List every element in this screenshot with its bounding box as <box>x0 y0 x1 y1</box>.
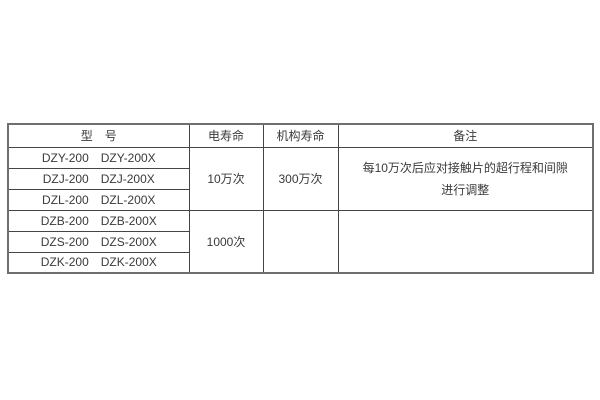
header-electrical-life: 电寿命 <box>188 123 264 148</box>
remarks-line-2: 进行调整 <box>441 182 490 197</box>
header-remarks: 备注 <box>337 123 594 148</box>
remarks-cell-group1: 每10万次后应对接触片的超行程和间隙 进行调整 <box>337 146 594 211</box>
model-cell: DZJ-200 DZJ-200X <box>7 167 190 190</box>
model-name-x: DZJ-200X <box>100 171 155 186</box>
electrical-life-cell-group2: 1000次 <box>188 209 264 274</box>
model-name: DZS-200 <box>40 234 89 249</box>
model-cell: DZL-200 DZL-200X <box>7 188 190 211</box>
model-name: DZJ-200 <box>42 171 89 186</box>
table-row-dzj: DZJ-200 DZJ-200X <box>7 167 593 190</box>
model-cell: DZK-200 DZK-200X <box>7 251 190 274</box>
model-pair: DZK-200 DZK-200X <box>9 255 188 270</box>
table-row-dzl: DZL-200 DZL-200X <box>7 188 593 211</box>
model-name: DZY-200 <box>41 150 89 165</box>
relay-life-spec-table: 型 号 电寿命 机构寿命 备注 DZY-200 DZY-200X 10万次 30… <box>7 123 594 274</box>
table-row-dzy: DZY-200 DZY-200X 10万次 300万次 每10万次后应对接触片的… <box>7 146 594 211</box>
model-name-x: DZK-200X <box>100 255 157 270</box>
model-cell: DZS-200 DZS-200X <box>7 230 190 253</box>
mechanical-life-cell-group1: 300万次 <box>262 146 339 211</box>
model-name-x: DZB-200X <box>100 213 157 228</box>
mechanical-life-cell-group2 <box>262 209 339 274</box>
model-pair: DZS-200 DZS-200X <box>9 234 188 249</box>
remarks-cell-group2 <box>337 209 594 274</box>
model-name: DZB-200 <box>40 213 89 228</box>
electrical-life-cell-group1: 10万次 <box>188 146 264 211</box>
model-name: DZL-200 <box>42 192 89 207</box>
model-cell: DZY-200 DZY-200X <box>7 146 190 169</box>
model-name-x: DZY-200X <box>100 150 156 165</box>
model-cell: DZB-200 DZB-200X <box>7 209 190 232</box>
table-header-row: 型 号 电寿命 机构寿命 备注 <box>7 123 594 148</box>
model-pair: DZJ-200 DZJ-200X <box>9 171 188 186</box>
header-model: 型 号 <box>7 123 190 148</box>
model-pair: DZB-200 DZB-200X <box>9 213 188 228</box>
model-name: DZK-200 <box>40 255 89 270</box>
model-name-x: DZL-200X <box>100 192 156 207</box>
model-pair: DZY-200 DZY-200X <box>9 150 188 165</box>
model-name-x: DZS-200X <box>100 234 157 249</box>
remarks-line-1: 每10万次后应对接触片的超行程和间隙 <box>362 160 568 175</box>
table-row-dzb: DZB-200 DZB-200X 1000次 <box>7 209 594 274</box>
header-mechanical-life: 机构寿命 <box>262 123 339 148</box>
model-pair: DZL-200 DZL-200X <box>9 192 188 207</box>
table-row-dzk: DZK-200 DZK-200X <box>7 251 593 274</box>
